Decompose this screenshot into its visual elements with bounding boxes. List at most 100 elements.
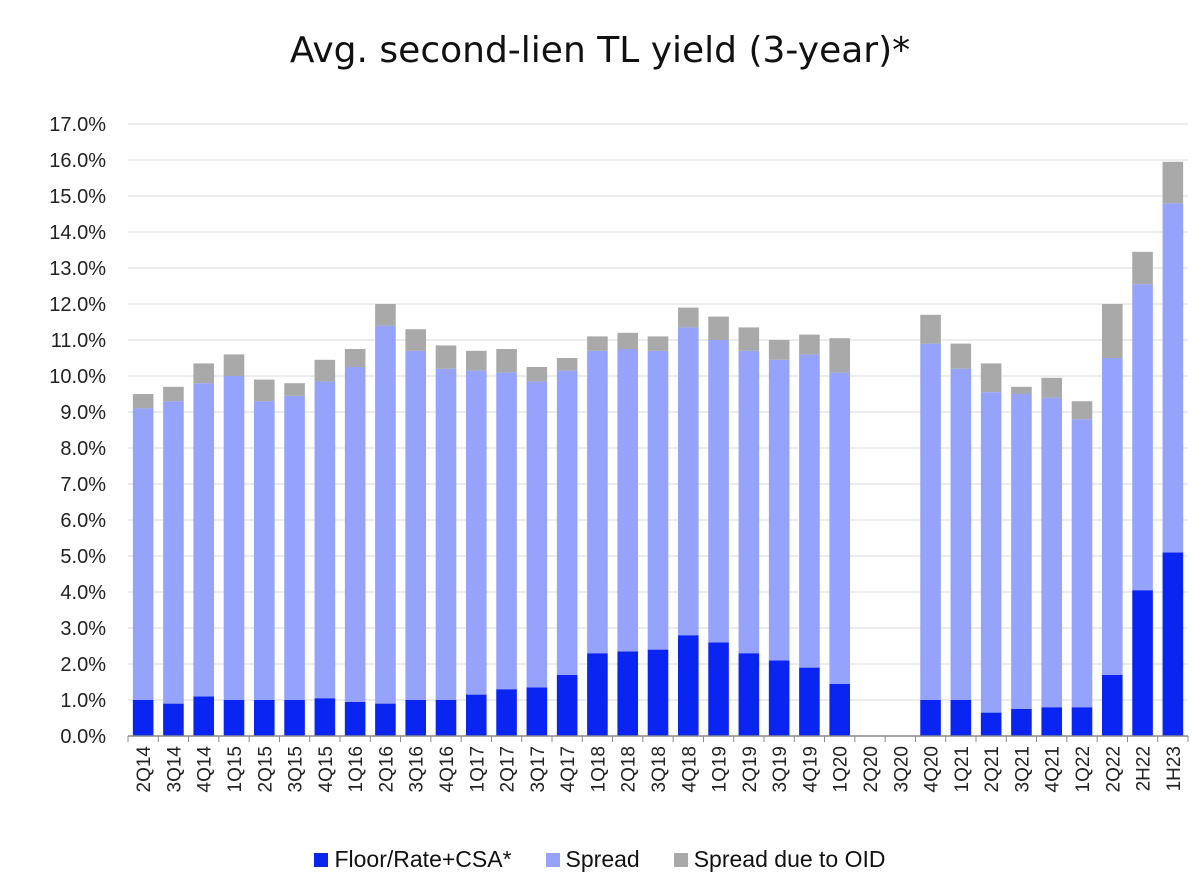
bar-floor-rate-csa-4q21: [1041, 707, 1063, 736]
bar-spread-due-to-oid-4q18: [677, 307, 699, 328]
bar-floor-rate-csa-1q17: [465, 694, 487, 736]
bar-spread-4q21: [1041, 397, 1063, 708]
y-tick-label: 10.0%: [49, 366, 106, 388]
x-tick-label-1q19: 1Q19: [710, 746, 731, 792]
bar-floor-rate-csa-4q18: [677, 635, 699, 736]
bar-spread-due-to-oid-4q20: [920, 314, 941, 344]
y-tick-label: 12.0%: [49, 294, 106, 316]
bar-spread-due-to-oid-1h23: [1162, 161, 1184, 204]
bar-floor-rate-csa-2q16: [375, 703, 396, 736]
bar-floor-rate-csa-2h22: [1132, 590, 1153, 736]
bar-floor-rate-csa-3q15: [284, 700, 305, 736]
y-tick-label: 1.0%: [60, 690, 106, 712]
bar-spread-1q19: [708, 340, 729, 643]
bar-floor-rate-csa-1q16: [344, 701, 366, 736]
x-tick-label-2q17: 2Q17: [498, 746, 519, 792]
x-tick-label-2q15: 2Q15: [255, 746, 276, 792]
bar-spread-1q16: [344, 367, 366, 702]
bar-spread-1q20: [829, 372, 851, 684]
bar-spread-due-to-oid-2q22: [1101, 304, 1123, 358]
x-tick-label-4q19: 4Q19: [800, 746, 821, 792]
x-tick-label-2q21: 2Q21: [982, 746, 1003, 792]
legend: Floor/Rate+CSA* Spread Spread due to OID: [0, 846, 1200, 873]
bar-spread-2q17: [496, 372, 517, 690]
x-tick-label-1q16: 1Q16: [346, 746, 367, 792]
bar-floor-rate-csa-2q17: [496, 689, 517, 736]
x-tick-label-2q14: 2Q14: [134, 746, 155, 793]
stacked-bar-chart: 0.0% 1.0% 2.0% 3.0% 4.0% 5.0% 6.0% 7.0% 8.0% 9.0%…: [49, 114, 1189, 793]
legend-label-spread-oid: Spread due to OID: [693, 846, 886, 872]
bar-spread-due-to-oid-4q15: [314, 359, 336, 382]
bar-floor-rate-csa-3q21: [1011, 709, 1032, 736]
legend-item-spread: Spread: [545, 846, 640, 873]
bar-spread-due-to-oid-4q14: [193, 363, 215, 384]
bar-floor-rate-csa-4q16: [435, 700, 457, 736]
bar-spread-due-to-oid-3q17: [526, 367, 548, 382]
x-tick-label-1q17: 1Q17: [467, 746, 488, 792]
y-tick-label: 4.0%: [60, 582, 106, 604]
bar-spread-3q19: [768, 359, 790, 661]
bar-floor-rate-csa-3q17: [526, 687, 548, 736]
bar-spread-due-to-oid-2q19: [738, 327, 760, 351]
x-tick-label-4q14: 4Q14: [195, 746, 216, 793]
bar-spread-2q18: [617, 349, 639, 652]
y-axis-tick-labels: 0.0% 1.0% 2.0% 3.0% 4.0% 5.0% 6.0% 7.0% 8.0% 9.0%…: [49, 114, 106, 748]
x-tick-label-4q20: 4Q20: [922, 746, 943, 792]
y-tick-label: 13.0%: [49, 258, 106, 280]
y-tick-label: 6.0%: [60, 510, 106, 532]
bar-floor-rate-csa-4q15: [314, 698, 336, 736]
bar-floor-rate-csa-1q20: [829, 683, 851, 736]
bar-spread-4q20: [920, 343, 941, 700]
bar-spread-due-to-oid-1q17: [465, 350, 487, 371]
legend-swatch-floor-rate: [314, 852, 329, 867]
bar-spread-1q15: [223, 376, 245, 700]
x-tick-label-3q17: 3Q17: [528, 746, 549, 792]
bar-floor-rate-csa-4q20: [920, 700, 941, 736]
x-tick-label-4q17: 4Q17: [558, 746, 579, 792]
x-tick-label-1q22: 1Q22: [1073, 746, 1094, 792]
bar-floor-rate-csa-1q19: [708, 642, 729, 736]
y-tick-label: 14.0%: [49, 222, 106, 244]
legend-item-spread-oid: Spread due to OID: [673, 846, 886, 873]
bar-spread-4q16: [435, 368, 457, 700]
bar-spread-3q17: [526, 381, 548, 688]
bar-floor-rate-csa-2q21: [980, 712, 1002, 736]
bar-spread-due-to-oid-2q16: [375, 304, 396, 326]
y-tick-label: 3.0%: [60, 618, 106, 640]
bar-spread-3q14: [163, 401, 184, 704]
bar-spread-due-to-oid-3q14: [163, 386, 184, 402]
y-tick-label: 2.0%: [60, 654, 106, 676]
y-tick-label: 7.0%: [60, 474, 106, 496]
bar-spread-1q17: [465, 370, 487, 695]
x-tick-label-4q18: 4Q18: [679, 746, 700, 792]
bar-spread-due-to-oid-1q20: [829, 338, 851, 373]
x-tick-label-3q15: 3Q15: [286, 746, 307, 792]
y-tick-label: 16.0%: [49, 150, 106, 172]
x-tick-label-2q18: 2Q18: [619, 746, 640, 792]
x-tick-label-1q20: 1Q20: [831, 746, 852, 792]
bar-spread-4q17: [556, 370, 578, 675]
bar-spread-2q16: [375, 325, 396, 704]
bar-floor-rate-csa-2q22: [1101, 674, 1123, 736]
bar-floor-rate-csa-3q18: [647, 649, 669, 736]
y-tick-label: 15.0%: [49, 186, 106, 208]
bar-spread-due-to-oid-1q19: [708, 316, 729, 340]
bar-spread-2q15: [253, 401, 275, 700]
bar-floor-rate-csa-1q21: [950, 700, 972, 736]
bar-spread-3q21: [1011, 394, 1032, 709]
bar-spread-due-to-oid-4q19: [799, 334, 820, 355]
bar-floor-rate-csa-2q14: [132, 700, 154, 736]
bar-floor-rate-csa-4q19: [799, 667, 820, 736]
bar-spread-due-to-oid-3q15: [284, 383, 305, 396]
bar-spread-due-to-oid-1q16: [344, 349, 366, 367]
bar-spread-due-to-oid-2h22: [1132, 251, 1153, 285]
x-axis: [127, 735, 1189, 742]
bar-spread-2h22: [1132, 284, 1153, 591]
bar-floor-rate-csa-4q14: [193, 696, 215, 736]
bar-spread-due-to-oid-3q21: [1011, 386, 1032, 394]
bar-spread-due-to-oid-2q14: [132, 394, 154, 409]
x-tick-label-1q18: 1Q18: [588, 746, 609, 792]
bar-spread-due-to-oid-4q21: [1041, 377, 1063, 398]
y-tick-label: 0.0%: [60, 726, 106, 748]
bar-spread-2q22: [1101, 358, 1123, 675]
